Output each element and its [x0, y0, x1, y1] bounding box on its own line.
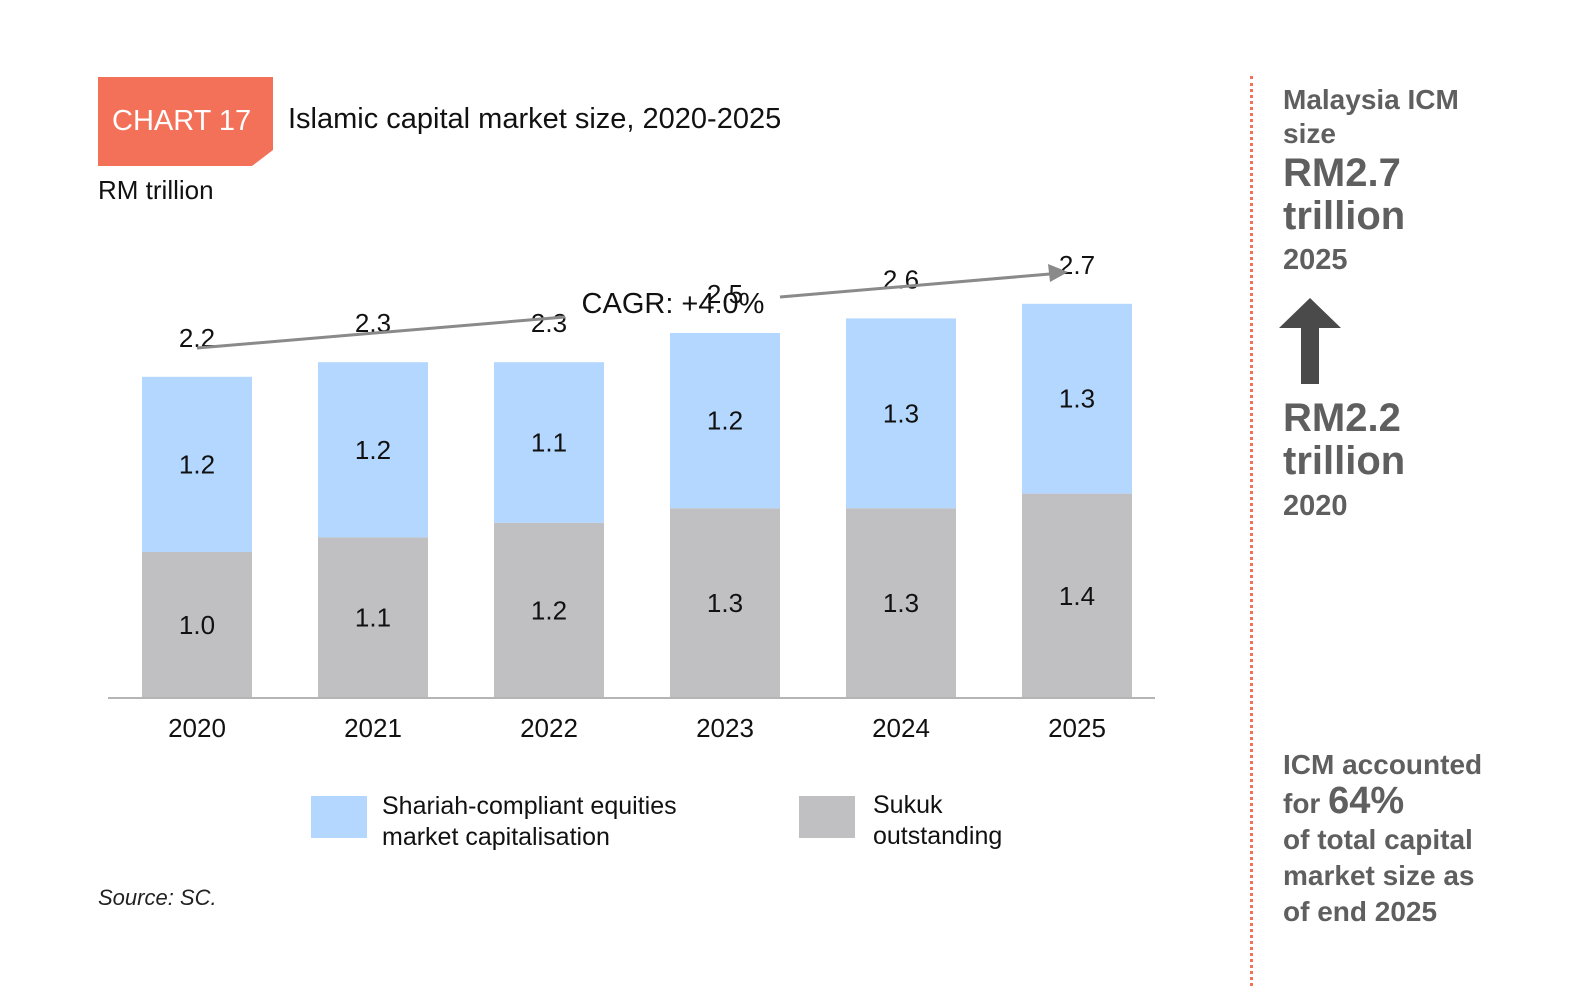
bar-sukuk-2025 [1022, 493, 1132, 698]
sidebar-previous-unit: trillion [1283, 439, 1406, 483]
bar-equities-2025 [1022, 303, 1132, 494]
label-sukuk-2024: 1.3 [883, 588, 919, 618]
label-sukuk-2021: 1.1 [355, 603, 391, 633]
label-sukuk-2022: 1.2 [531, 595, 567, 625]
chart-number-label: CHART 17 [112, 105, 252, 137]
bar-sukuk-2022 [494, 522, 604, 698]
sidebar-previous-year: 2020 [1283, 490, 1348, 522]
cagr-annotation: CAGR: +4.0% [582, 288, 765, 320]
sidebar-heading: Malaysia ICM size [1283, 83, 1459, 151]
dotted-divider [1250, 76, 1253, 986]
sidebar-previous-amount: RM2.2 [1283, 396, 1401, 440]
label-total-2024: 2.6 [883, 264, 919, 294]
legend-swatch-sukuk [799, 796, 855, 838]
x-tick-2022: 2022 [520, 713, 578, 743]
sidebar-previous-value: RM2.2 trillion [1283, 397, 1405, 483]
cagr-trend-line-left [196, 315, 566, 350]
label-total-2023: 2.5 [707, 279, 743, 309]
label-sukuk-2023: 1.3 [707, 588, 743, 618]
sidebar-note-line2: for 64% [1283, 780, 1482, 822]
sidebar-heading-line1: Malaysia ICM [1283, 84, 1459, 115]
bar-sukuk-2024 [846, 508, 956, 698]
sidebar-current-value: RM2.7 trillion [1283, 152, 1405, 238]
x-tick-2023: 2023 [696, 713, 754, 743]
sidebar-current-year: 2025 [1283, 244, 1348, 276]
stacked-bar-chart: 1.01.22.220201.11.22.320211.21.12.320221… [108, 250, 1155, 743]
legend-label-equities-line2: market capitalisation [382, 823, 610, 851]
chart-title: Islamic capital market size, 2020-2025 [288, 103, 782, 135]
x-tick-2021: 2021 [344, 713, 402, 743]
sidebar-note-line3: of total capital [1283, 824, 1473, 855]
legend-label-sukuk-line1: Sukuk [873, 791, 943, 819]
label-equities-2023: 1.2 [707, 406, 743, 436]
x-tick-2024: 2024 [872, 713, 930, 743]
label-sukuk-2025: 1.4 [1059, 581, 1095, 611]
label-total-2025: 2.7 [1059, 250, 1095, 280]
sidebar-current-amount: RM2.7 [1283, 151, 1401, 195]
label-total-2022: 2.3 [531, 308, 567, 338]
x-tick-2020: 2020 [168, 713, 226, 743]
legend-swatch-equities [311, 796, 367, 838]
cagr-trend-line-right [779, 272, 1051, 299]
sidebar-note-line4: market size as [1283, 860, 1475, 891]
chart-number-badge: CHART 17 [98, 77, 273, 166]
label-equities-2022: 1.1 [531, 428, 567, 458]
label-equities-2024: 1.3 [883, 398, 919, 428]
legend-label-equities-line1: Shariah-compliant equities [382, 792, 677, 820]
sidebar-note-line5: of end 2025 [1283, 896, 1438, 927]
sidebar-note: ICM accounted for 64% of total capital m… [1283, 747, 1482, 930]
bar-sukuk-2020 [142, 552, 252, 698]
sidebar-note-line1: ICM accounted [1283, 749, 1483, 780]
bar-equities-2023 [670, 333, 780, 509]
bar-sukuk-2021 [318, 537, 428, 698]
bar-equities-2024 [846, 318, 956, 509]
cagr-arrow-head-icon [1048, 264, 1068, 282]
x-tick-2025: 2025 [1048, 713, 1106, 743]
label-sukuk-2020: 1.0 [179, 610, 215, 640]
label-equities-2025: 1.3 [1059, 384, 1095, 414]
legend-label-sukuk-line2: outstanding [873, 822, 1003, 850]
bar-equities-2020 [142, 376, 252, 552]
label-equities-2020: 1.2 [179, 449, 215, 479]
legend-label-sukuk: Sukuk outstanding [873, 790, 1002, 852]
bar-sukuk-2023 [670, 508, 780, 698]
bar-equities-2021 [318, 362, 428, 538]
sidebar-note-for: for [1283, 788, 1321, 819]
bar-equities-2022 [494, 362, 604, 523]
label-equities-2021: 1.2 [355, 435, 391, 465]
sidebar-current-unit: trillion [1283, 194, 1406, 238]
sidebar-note-percent: 64% [1328, 780, 1405, 822]
sidebar-heading-line2: size [1283, 118, 1336, 149]
arrow-up-icon [1279, 298, 1341, 384]
legend-label-equities: Shariah-compliant equities market capita… [382, 791, 677, 853]
source-note: Source: SC. [98, 885, 217, 910]
chart-unit-label: RM trillion [98, 175, 214, 205]
